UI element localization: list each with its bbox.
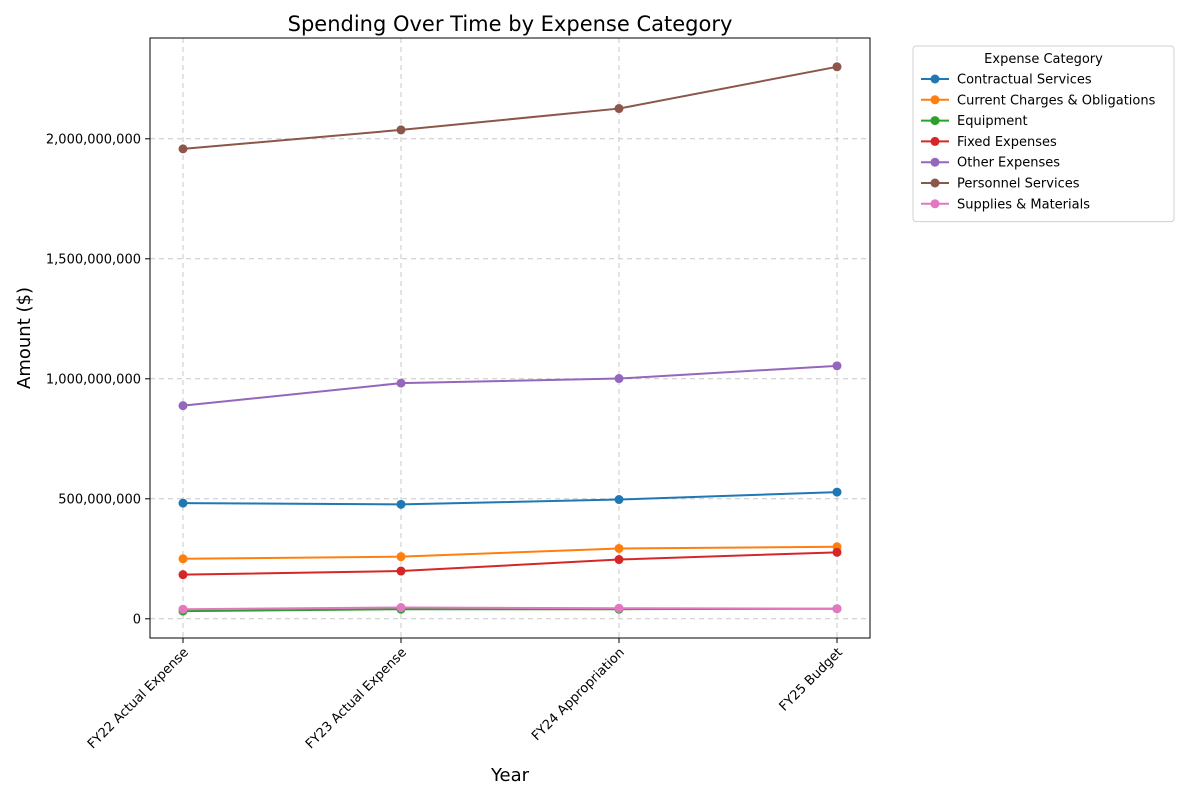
data-point [178, 570, 188, 580]
legend-item: Equipment [921, 114, 1028, 129]
data-point [614, 543, 624, 553]
series-1 [178, 542, 842, 564]
legend-item: Other Expenses [921, 156, 1060, 171]
x-tick-label: FY24 Appropriation [529, 645, 628, 744]
chart-title: Spending Over Time by Expense Category [288, 12, 733, 36]
legend: Expense Category Contractual Services Cur… [912, 45, 1175, 223]
legend-label: Personnel Services [957, 177, 1080, 192]
x-tick-label: FY22 Actual Expense [85, 645, 192, 752]
data-point [396, 566, 406, 576]
data-point [832, 604, 842, 614]
series-line [182, 606, 838, 611]
series-2 [178, 604, 842, 616]
series-6 [178, 603, 842, 614]
legend-item: Supplies & Materials [921, 197, 1090, 212]
axis-ticks: 0 500,000,000 1,000,000,000 1,500,000,000 2,… [46, 132, 846, 752]
legend-label: Current Charges & Obligations [957, 93, 1156, 108]
data-point [614, 104, 624, 114]
data-point [614, 603, 624, 613]
x-axis-title: Year [490, 765, 530, 786]
series-line [182, 551, 838, 576]
series-4 [178, 361, 842, 411]
series-line [182, 545, 838, 560]
legend-marker [930, 74, 940, 84]
legend-label: Fixed Expenses [957, 135, 1057, 150]
data-point [396, 499, 406, 509]
data-point [178, 554, 188, 564]
data-point [396, 125, 406, 135]
x-tick-label: FY23 Actual Expense [303, 645, 410, 752]
legend-box [912, 45, 1175, 223]
plot-frame [149, 37, 871, 639]
legend-label: Supplies & Materials [957, 197, 1090, 212]
x-tick-label: FY25 Budget [777, 645, 846, 714]
y-tick-label: 1,000,000,000 [46, 372, 141, 387]
legend-title: Expense Category [984, 52, 1103, 67]
series-line [182, 491, 838, 506]
data-point [396, 552, 406, 562]
legend-marker [930, 178, 940, 188]
legend-label: Contractual Services [957, 73, 1092, 88]
data-point [178, 604, 188, 614]
series-5 [178, 62, 842, 154]
grid [150, 38, 870, 638]
y-tick-label: 2,000,000,000 [46, 132, 141, 147]
legend-marker [930, 157, 940, 167]
legend-item: Fixed Expenses [921, 135, 1057, 150]
legend-label: Equipment [957, 114, 1028, 129]
y-tick-label: 0 [133, 612, 141, 627]
series-0 [178, 487, 842, 509]
data-point [396, 378, 406, 388]
legend-item: Current Charges & Obligations [921, 93, 1156, 108]
data-point [614, 555, 624, 565]
data-point [832, 361, 842, 371]
y-axis-title: Amount ($) [14, 287, 35, 389]
series-3 [178, 547, 842, 580]
legend-marker [930, 136, 940, 146]
legend-item: Personnel Services [921, 177, 1080, 192]
data-point [832, 547, 842, 557]
data-point [178, 401, 188, 411]
data-point [178, 144, 188, 154]
series-line [182, 65, 838, 150]
y-tick-label: 500,000,000 [58, 492, 141, 507]
legend-marker [930, 116, 940, 126]
legend-marker [930, 95, 940, 105]
data-point [832, 487, 842, 497]
data-point [614, 374, 624, 384]
data-point [614, 495, 624, 505]
y-tick-label: 1,500,000,000 [46, 252, 141, 267]
legend-item: Contractual Services [921, 73, 1092, 88]
series-line [182, 364, 838, 407]
legend-label: Other Expenses [957, 156, 1060, 171]
data-point [178, 498, 188, 508]
data-point [396, 603, 406, 613]
legend-marker [930, 199, 940, 209]
series-lines [178, 62, 842, 616]
data-point [832, 62, 842, 72]
